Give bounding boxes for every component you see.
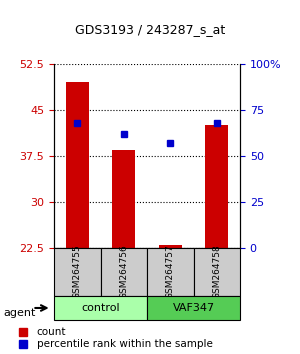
Text: GSM264755: GSM264755 (73, 244, 82, 299)
Text: VAF347: VAF347 (172, 303, 214, 313)
Bar (66, 82, 89, 248)
FancyBboxPatch shape (147, 248, 194, 296)
Bar (205, 125, 228, 248)
Bar (112, 150, 135, 248)
Text: GDS3193 / 243287_s_at: GDS3193 / 243287_s_at (75, 23, 225, 36)
Text: percentile rank within the sample: percentile rank within the sample (37, 339, 212, 349)
FancyBboxPatch shape (100, 248, 147, 296)
Text: GSM264757: GSM264757 (166, 244, 175, 299)
FancyBboxPatch shape (54, 248, 100, 296)
Text: GSM264756: GSM264756 (119, 244, 128, 299)
Text: count: count (37, 327, 66, 337)
Bar (159, 245, 182, 248)
FancyBboxPatch shape (54, 296, 147, 320)
FancyBboxPatch shape (147, 296, 240, 320)
Text: GSM264758: GSM264758 (212, 244, 221, 299)
Text: agent: agent (3, 308, 35, 318)
Text: control: control (81, 303, 120, 313)
FancyBboxPatch shape (194, 248, 240, 296)
